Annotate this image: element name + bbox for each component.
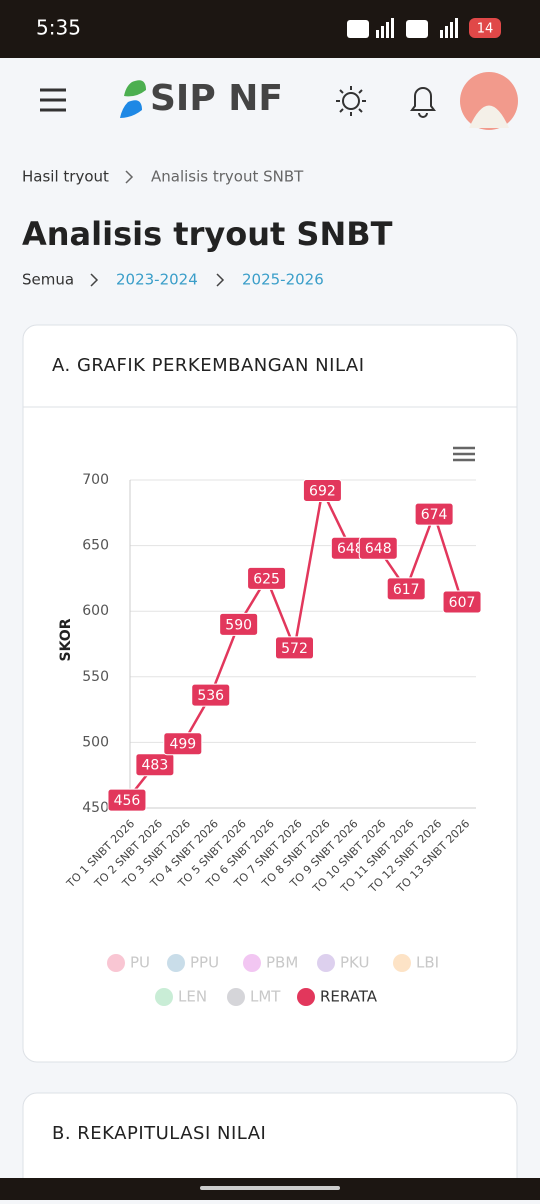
data-label-box	[219, 612, 259, 636]
data-label-box	[163, 732, 203, 756]
battery-level: 14	[477, 22, 494, 37]
data-label-box	[135, 753, 175, 777]
filter-separator	[216, 273, 225, 287]
avatar-figure	[469, 105, 509, 128]
data-label: 536	[197, 688, 224, 704]
data-label: 483	[142, 758, 169, 774]
logo-leaf-bottom	[120, 100, 142, 118]
y-axis-label: SKOR	[58, 618, 74, 661]
filter[interactable]: 2023-2024	[116, 271, 198, 289]
y-tick-label: 600	[82, 603, 109, 619]
data-label: 572	[281, 641, 308, 657]
legend-swatch	[243, 954, 261, 972]
data-label: 617	[393, 582, 420, 598]
filter[interactable]: 2025-2026	[242, 271, 324, 289]
breadcrumb-item[interactable]: Hasil tryout	[22, 168, 109, 186]
y-tick-label: 650	[82, 538, 109, 554]
legend-label[interactable]: RERATA	[320, 988, 378, 1006]
y-tick-label: 550	[82, 669, 109, 685]
data-label-box	[302, 478, 342, 502]
home-indicator	[200, 1186, 340, 1190]
chart-card	[22, 324, 518, 1063]
legend-swatch	[393, 954, 411, 972]
legend-swatch	[317, 954, 335, 972]
y-tick-label: 500	[82, 734, 109, 750]
data-label: 692	[309, 483, 336, 499]
data-label: 456	[114, 793, 141, 809]
data-label-box	[442, 590, 482, 614]
data-label: 648	[365, 541, 392, 557]
filter-separator	[90, 273, 99, 287]
status-bar	[0, 0, 540, 58]
data-label-box	[414, 502, 454, 526]
breadcrumb-item: Analisis tryout SNBT	[151, 168, 304, 186]
legend-swatch	[155, 988, 173, 1006]
logo-leaf-top	[124, 80, 146, 97]
data-label: 648	[337, 541, 364, 557]
legend-label[interactable]: PKU	[340, 954, 369, 972]
recap-card	[22, 1092, 518, 1204]
data-label: 590	[225, 617, 252, 633]
status-time: 5:35	[36, 16, 81, 40]
data-label-box	[358, 536, 398, 560]
status-icons	[347, 18, 458, 38]
data-label-box	[247, 566, 287, 590]
breadcrumb-separator	[125, 170, 134, 184]
chart-menu[interactable]	[453, 446, 475, 462]
data-label: 499	[169, 737, 196, 753]
logo-text: SIP NF	[150, 78, 283, 119]
legend-swatch	[227, 988, 245, 1006]
legend-label[interactable]: PBM	[266, 954, 298, 972]
y-tick-label: 450	[82, 800, 109, 816]
card-title: B. REKAPITULASI NILAI	[52, 1123, 266, 1144]
menu-button[interactable]	[40, 88, 66, 112]
data-label: 625	[253, 571, 280, 587]
legend-swatch	[297, 988, 315, 1006]
data-label-box	[386, 577, 426, 601]
filter[interactable]: Semua	[22, 271, 74, 289]
theme-toggle[interactable]	[336, 86, 366, 116]
notifications[interactable]	[410, 87, 436, 118]
legend-label[interactable]: LEN	[178, 988, 207, 1006]
data-label-box	[275, 636, 314, 660]
data-label: 674	[421, 507, 448, 523]
data-label-box	[107, 788, 147, 812]
legend-label[interactable]: LMT	[250, 988, 281, 1006]
legend-label[interactable]: PPU	[190, 954, 219, 972]
page-title: Analisis tryout SNBT	[22, 215, 393, 253]
legend-swatch	[107, 954, 125, 972]
legend-swatch	[167, 954, 185, 972]
data-label-box	[191, 683, 231, 707]
avatar[interactable]	[460, 72, 518, 130]
legend-label[interactable]: LBI	[416, 954, 439, 972]
card-title: A. GRAFIK PERKEMBANGAN NILAI	[52, 355, 365, 376]
data-label: 607	[449, 595, 476, 611]
y-tick-label: 700	[82, 472, 109, 488]
legend-label[interactable]: PU	[130, 954, 150, 972]
battery	[469, 18, 501, 38]
